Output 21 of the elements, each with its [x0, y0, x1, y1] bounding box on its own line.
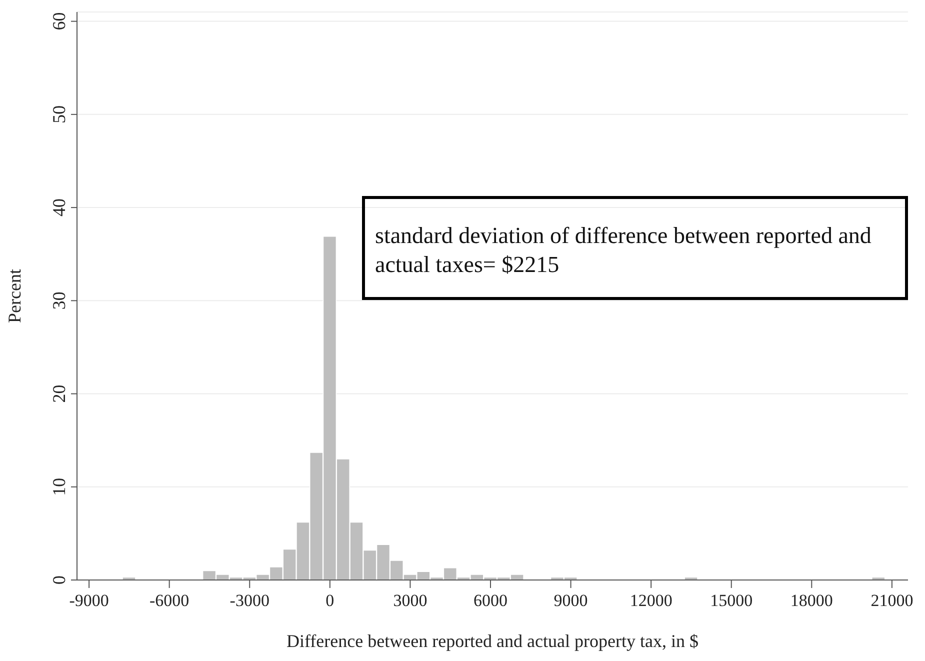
x-tick-label: -6000: [149, 591, 190, 610]
y-tick-label: 60: [49, 12, 69, 30]
x-tick-label: 6000: [473, 591, 508, 610]
x-tick-label: 12000: [630, 591, 672, 610]
x-tick-label: -9000: [69, 591, 109, 610]
x-tick-label: 15000: [710, 591, 753, 610]
x-tick-label: 18000: [790, 591, 833, 610]
x-tick-label: 3000: [393, 591, 428, 610]
y-tick-label: 20: [49, 384, 69, 403]
y-axis-title: Percent: [4, 269, 24, 323]
x-tick-label: 21000: [870, 591, 914, 610]
y-tick-label: 40: [49, 198, 69, 217]
x-tick-label: 9000: [554, 591, 588, 610]
x-tick-label: -3000: [230, 591, 270, 610]
y-tick-label: 10: [49, 478, 69, 496]
text-box: standard deviation of difference between reported and actual taxes= $2215: [362, 196, 908, 300]
x-axis-title: Difference between reported and actual property tax, in $: [286, 631, 698, 651]
x-tick-label: 0: [326, 591, 334, 610]
y-tick-label: 50: [49, 105, 69, 124]
y-tick-label: 0: [49, 576, 69, 584]
y-tick-label: 30: [49, 292, 69, 310]
